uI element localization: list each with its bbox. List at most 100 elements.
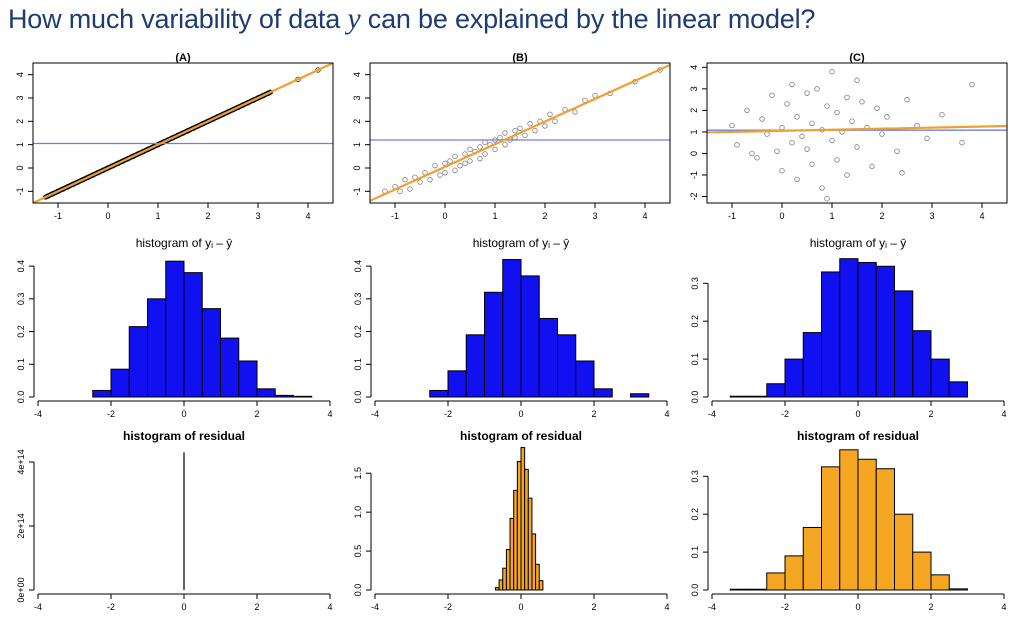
histogram-bar bbox=[505, 549, 511, 591]
data-point bbox=[547, 111, 553, 118]
x-tick-label: 0 bbox=[442, 211, 447, 221]
histogram-bar bbox=[821, 271, 841, 398]
data-point bbox=[512, 127, 518, 134]
y-tick-label: 0.0 bbox=[690, 391, 700, 404]
fit-line bbox=[33, 63, 333, 203]
panel-title: (A) bbox=[175, 52, 191, 64]
histogram-bar bbox=[520, 447, 526, 591]
data-point bbox=[502, 130, 508, 136]
x-tick-label: 4 bbox=[305, 211, 310, 221]
histogram-bar bbox=[147, 298, 167, 398]
y-tick-label: 0.3 bbox=[353, 293, 363, 306]
data-point bbox=[517, 125, 523, 132]
y-tick-label: 4 bbox=[689, 65, 699, 70]
plot-frame bbox=[32, 62, 334, 204]
x-tick-label: 1 bbox=[492, 211, 497, 221]
x-tick-label: 2 bbox=[879, 211, 884, 221]
histogram-bar bbox=[839, 258, 859, 398]
panel-a-response: histogram of yᵢ – ȳ -4 -2 0 2 4 0.0 0.1 0.2 0.3 0.… bbox=[16, 236, 333, 419]
data-point bbox=[924, 135, 930, 142]
histogram-bar bbox=[498, 579, 504, 591]
title-prefix: How much variability of data bbox=[8, 4, 348, 34]
y-tick-label: -2 bbox=[689, 193, 699, 201]
histogram-bar bbox=[538, 580, 544, 591]
y-tick-label: 1 bbox=[15, 142, 25, 147]
y-tick-label: -1 bbox=[15, 187, 25, 195]
data-point bbox=[869, 163, 875, 170]
y-tick-label: 0.0 bbox=[353, 584, 363, 597]
data-point bbox=[482, 139, 488, 146]
panel-a: (A) -1 0 1 2 3 4 -1 0 1 2 3 4 bbox=[15, 52, 334, 221]
histogram-bar bbox=[894, 513, 914, 591]
y-tick-label: 2e+14 bbox=[16, 513, 26, 538]
panel-c-response: histogram of yᵢ – ȳ -4 -2 0 2 4 0.0 0.1 0.2 0.3 bbox=[690, 236, 1007, 419]
x-tick-label: 0 bbox=[105, 211, 110, 221]
y-tick-label: 0.0 bbox=[690, 584, 700, 597]
histogram-bar bbox=[256, 388, 276, 398]
x-tick-label: 0 bbox=[855, 409, 860, 419]
y-tick-label: 4e+14 bbox=[16, 449, 26, 474]
y-tick-label: 0.2 bbox=[690, 508, 700, 521]
data-point bbox=[804, 90, 810, 96]
x-tick-label: 3 bbox=[255, 211, 260, 221]
y-tick-label: 0.2 bbox=[353, 325, 363, 338]
x-tick-label: 0 bbox=[181, 409, 186, 419]
y-tick-label: 2 bbox=[15, 119, 25, 124]
page-title: How much variability of data y can be ex… bbox=[8, 2, 815, 36]
x-tick-label: 4 bbox=[664, 602, 669, 612]
x-tick-label: 0 bbox=[779, 211, 784, 221]
y-tick-label: -1 bbox=[689, 171, 699, 179]
data-point bbox=[447, 158, 453, 164]
data-point bbox=[959, 139, 965, 146]
data-point bbox=[427, 176, 433, 183]
histogram-bar bbox=[516, 461, 522, 591]
data-point bbox=[457, 162, 463, 169]
x-tick-label: -2 bbox=[781, 602, 789, 612]
histogram-bar bbox=[447, 370, 467, 398]
data-point bbox=[497, 134, 503, 141]
histogram-bar bbox=[165, 260, 185, 398]
data-point bbox=[532, 127, 538, 134]
x-tick-label: 1 bbox=[829, 211, 834, 221]
histogram-bar bbox=[857, 458, 877, 591]
data-point bbox=[744, 107, 750, 114]
histogram-bar bbox=[509, 517, 515, 591]
histogram-bar bbox=[513, 489, 518, 591]
x-tick-label: 2 bbox=[254, 409, 259, 419]
y-tick-label: 0 bbox=[352, 165, 362, 170]
x-tick-label: -4 bbox=[34, 602, 42, 612]
y-tick-label: -1 bbox=[352, 187, 362, 195]
data-point bbox=[809, 161, 815, 167]
histogram-bar bbox=[802, 332, 822, 398]
data-point bbox=[492, 146, 498, 153]
x-tick-label: 2 bbox=[254, 602, 259, 612]
x-tick-label: -2 bbox=[444, 409, 452, 419]
y-tick-label: 1.0 bbox=[353, 506, 363, 519]
x-tick-label: -4 bbox=[371, 602, 379, 612]
x-tick-label: 2 bbox=[205, 211, 210, 221]
plot-area bbox=[370, 63, 670, 202]
data-point bbox=[789, 81, 795, 88]
histogram-bar bbox=[630, 393, 650, 398]
data-point bbox=[829, 68, 835, 75]
data-point bbox=[904, 96, 910, 103]
y-tick-label: 2 bbox=[689, 108, 699, 113]
plot-area bbox=[707, 68, 1007, 202]
data-point bbox=[854, 144, 860, 150]
x-tick-label: -2 bbox=[444, 602, 452, 612]
histogram-bar bbox=[502, 259, 522, 398]
y-tick-label: 0 bbox=[689, 151, 699, 156]
data-point bbox=[467, 158, 473, 164]
histogram-bar bbox=[531, 533, 537, 591]
histogram-bar bbox=[948, 381, 968, 398]
data-point bbox=[879, 131, 885, 137]
histogram-bar bbox=[128, 326, 148, 398]
histogram-bar bbox=[524, 468, 529, 591]
y-tick-label: 3 bbox=[15, 95, 25, 100]
histogram-bar bbox=[575, 360, 595, 398]
y-tick-label: 0.1 bbox=[690, 353, 700, 366]
data-point bbox=[779, 167, 785, 174]
data-point bbox=[462, 151, 468, 157]
data-point bbox=[749, 150, 755, 157]
y-tick-label: 0.2 bbox=[16, 325, 26, 338]
